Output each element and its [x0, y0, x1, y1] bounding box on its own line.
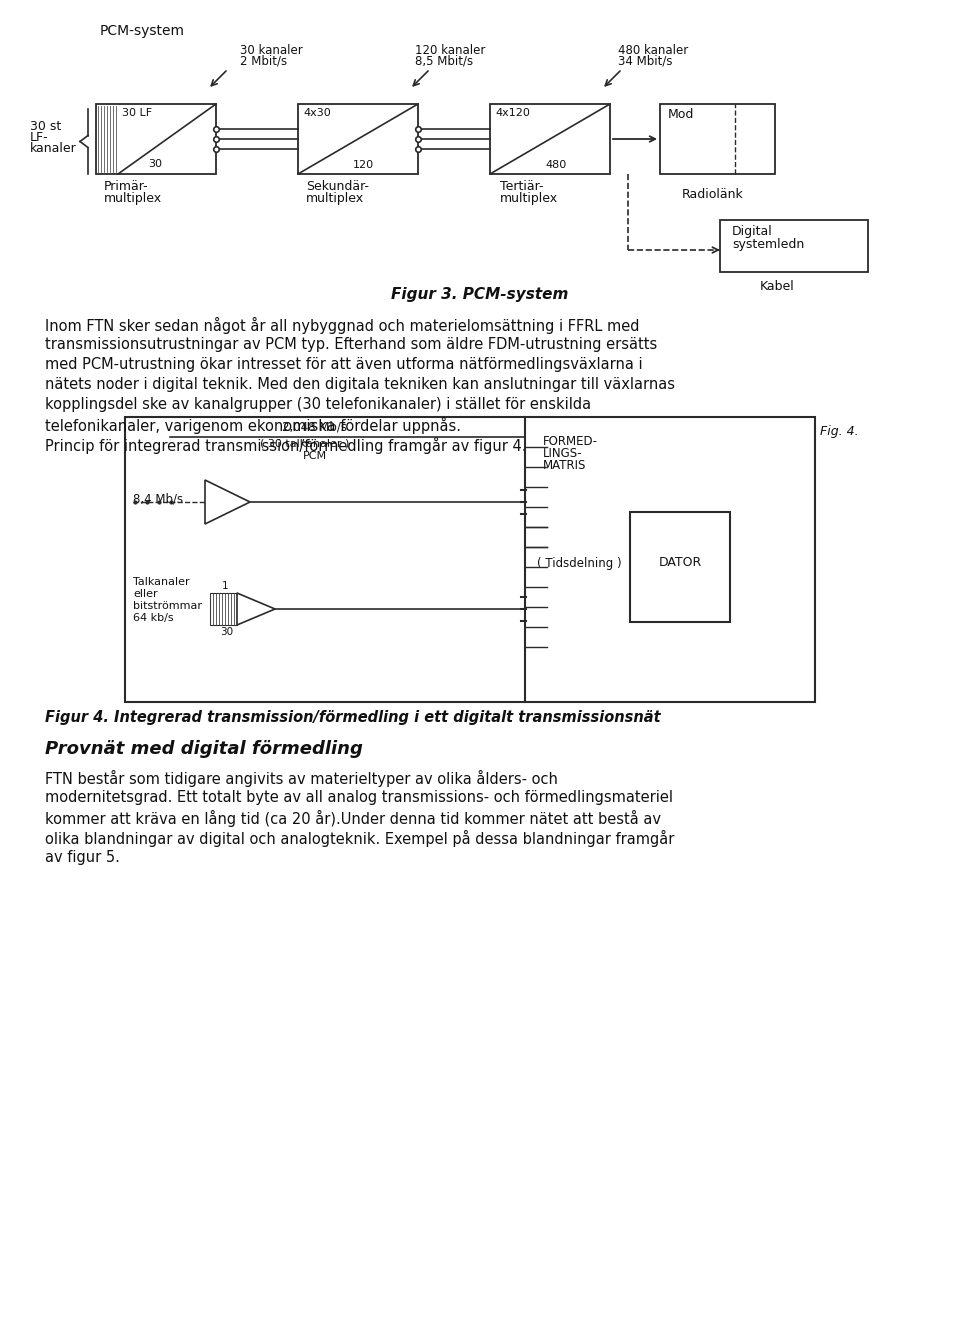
Text: FTN består som tidigare angivits av materieltyper av olika ålders- och: FTN består som tidigare angivits av mate…	[45, 769, 558, 787]
Bar	[490, 104, 610, 175]
Text: 1: 1	[222, 580, 228, 591]
Text: transmissionsutrustningar av PCM typ. Efterhand som äldre FDM-utrustning ersätts: transmissionsutrustningar av PCM typ. Ef…	[45, 337, 658, 352]
Text: nätets noder i digital teknik. Med den digitala tekniken kan anslutningar till v: nätets noder i digital teknik. Med den d…	[45, 377, 675, 393]
Text: Fig. 4.: Fig. 4.	[820, 424, 858, 438]
Bar	[660, 104, 775, 175]
Text: kanaler: kanaler	[30, 141, 77, 155]
Bar	[125, 416, 815, 702]
Text: Tertiär-: Tertiär-	[500, 180, 543, 193]
Text: MATRIS: MATRIS	[543, 459, 587, 472]
Text: Figur 3. PCM-system: Figur 3. PCM-system	[392, 287, 568, 301]
Text: 64 kb/s: 64 kb/s	[133, 613, 174, 623]
Text: 2,048 Mb/s: 2,048 Mb/s	[282, 420, 348, 434]
Text: 8,5 Mbit/s: 8,5 Mbit/s	[415, 56, 473, 67]
Bar	[630, 512, 730, 621]
Text: kommer att kräva en lång tid (ca 20 år).Under denna tid kommer nätet att bestå a: kommer att kräva en lång tid (ca 20 år).…	[45, 810, 661, 828]
Text: Primär-: Primär-	[104, 180, 149, 193]
Text: telefonikanaler, varigenom ekonomiska fördelar uppnås.: telefonikanaler, varigenom ekonomiska fö…	[45, 416, 461, 434]
Text: kopplingsdel ske av kanalgrupper (30 telefonikanaler) i stället för enskilda: kopplingsdel ske av kanalgrupper (30 tel…	[45, 397, 591, 412]
Text: PCM: PCM	[303, 451, 327, 461]
Text: Talkanaler: Talkanaler	[133, 576, 190, 587]
Text: LINGS-: LINGS-	[543, 447, 583, 460]
Text: Princip för integrerad transmission/förmedling framgår av figur 4.: Princip för integrerad transmission/förm…	[45, 438, 526, 453]
Text: av figur 5.: av figur 5.	[45, 850, 120, 865]
Text: 30: 30	[220, 627, 233, 637]
Text: Kabel: Kabel	[760, 280, 795, 293]
Text: Inom FTN sker sedan något år all nybyggnad och materielomsättning i FFRL med: Inom FTN sker sedan något år all nybyggn…	[45, 317, 639, 334]
Text: 30 kanaler: 30 kanaler	[240, 44, 302, 57]
Text: modernitetsgrad. Ett totalt byte av all analog transmissions- och förmedlingsmat: modernitetsgrad. Ett totalt byte av all …	[45, 791, 673, 805]
Text: ( Tidsdelning ): ( Tidsdelning )	[537, 557, 622, 570]
Text: 8,4 Mb/s: 8,4 Mb/s	[133, 493, 183, 506]
Text: 30 st: 30 st	[30, 120, 61, 134]
Text: DATOR: DATOR	[659, 555, 702, 568]
Text: Mod: Mod	[668, 108, 694, 122]
Text: PCM-system: PCM-system	[100, 24, 185, 38]
Text: FORMED-: FORMED-	[543, 435, 598, 448]
Text: ( 30 talkanaler ): ( 30 talkanaler )	[260, 438, 349, 448]
Text: systemledn: systemledn	[732, 238, 804, 251]
Text: 480 kanaler: 480 kanaler	[618, 44, 688, 57]
Text: Digital: Digital	[732, 225, 773, 238]
Text: bitströmmar: bitströmmar	[133, 602, 202, 611]
Text: multiplex: multiplex	[306, 192, 364, 205]
Text: med PCM-utrustning ökar intresset för att även utforma nätförmedlingsväxlarna i: med PCM-utrustning ökar intresset för at…	[45, 357, 642, 371]
Bar	[720, 219, 868, 272]
Text: 4x30: 4x30	[303, 108, 331, 118]
Polygon shape	[237, 594, 275, 625]
Text: LF-: LF-	[30, 131, 49, 144]
Text: Radiolänk: Radiolänk	[682, 188, 744, 201]
Bar	[96, 104, 216, 175]
Text: 120 kanaler: 120 kanaler	[415, 44, 486, 57]
Text: multiplex: multiplex	[104, 192, 162, 205]
Text: multiplex: multiplex	[500, 192, 558, 205]
Text: Provnät med digital förmedling: Provnät med digital förmedling	[45, 740, 363, 758]
Bar	[298, 104, 418, 175]
Text: eller: eller	[133, 590, 157, 599]
Text: Sekundär-: Sekundär-	[306, 180, 369, 193]
Text: 4x120: 4x120	[495, 108, 530, 118]
Text: 30: 30	[148, 159, 162, 169]
Polygon shape	[205, 480, 250, 524]
Text: 34 Mbit/s: 34 Mbit/s	[618, 56, 673, 67]
Text: 120: 120	[353, 160, 374, 171]
Text: Figur 4. Integrerad transmission/förmedling i ett digitalt transmissionsnät: Figur 4. Integrerad transmission/förmedl…	[45, 710, 660, 724]
Text: 30 LF: 30 LF	[122, 108, 152, 118]
Bar	[210, 594, 237, 625]
Text: 2 Mbit/s: 2 Mbit/s	[240, 56, 287, 67]
Text: olika blandningar av digital och analogteknik. Exempel på dessa blandningar fram: olika blandningar av digital och analogt…	[45, 830, 674, 847]
Text: 480: 480	[545, 160, 566, 171]
